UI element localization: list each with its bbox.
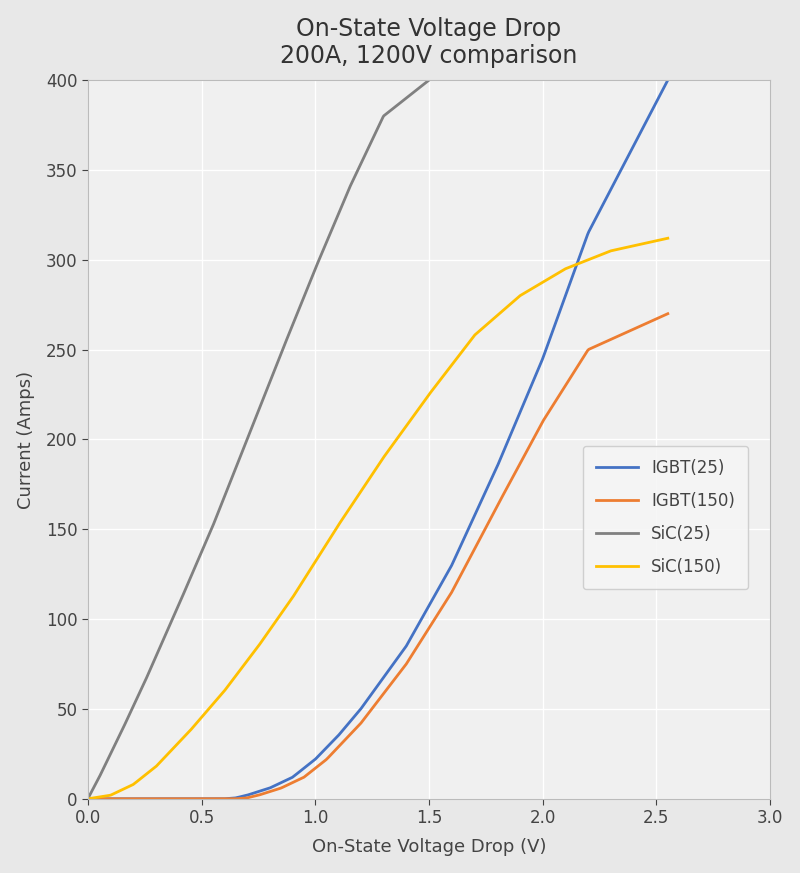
IGBT(25) — [358, 700, 368, 711]
SiC(25) — [268, 370, 278, 381]
SiC(25) — [245, 427, 254, 437]
SiC(25) — [286, 324, 296, 334]
Legend: IGBT(25), IGBT(150), SiC(25), SiC(150): IGBT(25), IGBT(150), SiC(25), SiC(150) — [582, 445, 748, 589]
SiC(150) — [358, 483, 368, 493]
Line: IGBT(25): IGBT(25) — [88, 80, 668, 799]
IGBT(150) — [663, 308, 673, 319]
SiC(150) — [428, 384, 438, 395]
SiC(25) — [362, 145, 372, 155]
IGBT(150) — [649, 315, 658, 326]
IGBT(25) — [649, 101, 658, 112]
IGBT(150) — [397, 665, 406, 676]
SiC(150) — [397, 427, 406, 437]
IGBT(150) — [558, 384, 568, 395]
IGBT(25) — [663, 75, 673, 86]
SiC(150) — [663, 233, 673, 244]
X-axis label: On-State Voltage Drop (V): On-State Voltage Drop (V) — [312, 838, 546, 856]
Line: SiC(25): SiC(25) — [88, 80, 429, 799]
SiC(25) — [83, 794, 93, 804]
IGBT(150) — [428, 616, 438, 627]
Y-axis label: Current (Amps): Current (Amps) — [17, 370, 34, 509]
IGBT(25) — [428, 594, 438, 604]
Title: On-State Voltage Drop
200A, 1200V comparison: On-State Voltage Drop 200A, 1200V compar… — [280, 17, 578, 68]
SiC(150) — [83, 794, 93, 804]
IGBT(150) — [83, 794, 93, 804]
IGBT(25) — [558, 297, 568, 307]
IGBT(25) — [362, 696, 371, 706]
SiC(25) — [247, 422, 257, 432]
Line: IGBT(150): IGBT(150) — [88, 313, 668, 799]
IGBT(150) — [358, 715, 368, 725]
SiC(150) — [649, 236, 658, 246]
SiC(150) — [558, 265, 568, 275]
IGBT(150) — [362, 711, 371, 721]
SiC(25) — [416, 81, 426, 92]
Line: SiC(150): SiC(150) — [88, 238, 668, 799]
IGBT(25) — [397, 647, 406, 657]
IGBT(25) — [83, 794, 93, 804]
SiC(25) — [424, 75, 434, 86]
SiC(150) — [362, 478, 371, 488]
